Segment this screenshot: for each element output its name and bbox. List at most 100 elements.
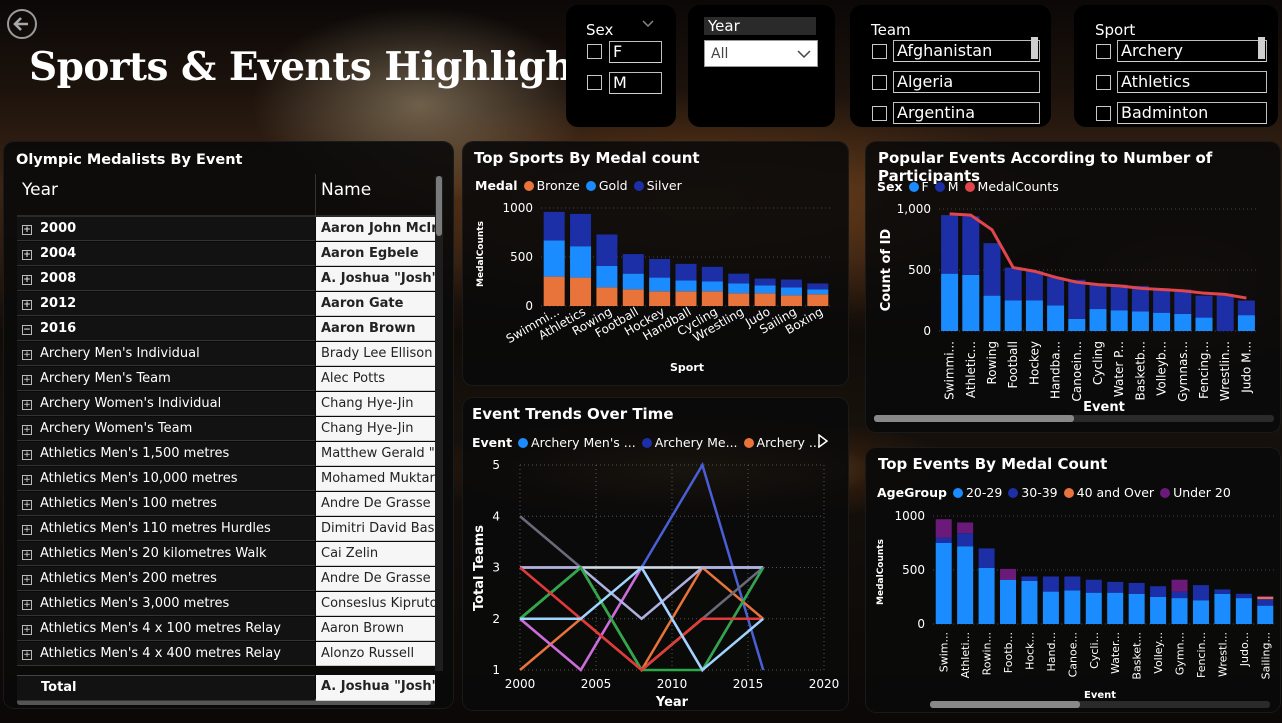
table-row[interactable]: + Archery Women's Individual Chang Hye-Jin [17,392,435,417]
expand-icon[interactable]: + [22,600,32,610]
bar-20-29 [1000,579,1017,624]
expand-icon[interactable]: + [22,475,32,485]
expand-icon[interactable]: + [22,550,32,560]
team-slicer[interactable]: Team Afghanistan Algeria Argentina [850,5,1051,127]
expand-icon[interactable]: + [22,650,32,660]
checkbox-m[interactable] [587,75,602,90]
y-tick-label: 500 [908,263,931,277]
y-tick-label: 1000 [894,509,925,523]
team-scrollbar[interactable] [1031,37,1038,59]
expand-icon[interactable]: + [22,400,32,410]
bar-f [1047,305,1065,331]
table-row[interactable]: + Athletics Men's 20 kilometres Walk Cai Z… [17,542,435,567]
y-tick-label: 1000 [502,201,533,215]
checkbox-f[interactable] [587,44,602,59]
bar-gold [754,285,776,294]
y-axis-label: Total Teams [472,525,487,611]
expand-icon[interactable]: + [22,625,32,635]
table-row[interactable]: +Athletics Men's 3,000 metres Steeplecha… [17,592,435,635]
table-row[interactable]: + Athletics Men's 10,000 metres Mohamed Mu… [17,467,435,492]
chevron-down-icon[interactable] [641,17,655,29]
bar-f [962,274,980,331]
table-row[interactable]: +2000 Aaron John McInt [17,217,435,242]
bar-30-39 [1128,582,1145,594]
popular-events-scrollbar[interactable] [874,415,1274,422]
team-slicer-label: Team [871,21,911,39]
option-archery[interactable]: Archery [1117,40,1267,62]
option-algeria[interactable]: Algeria [893,71,1040,93]
expand-icon[interactable]: + [22,450,32,460]
popular-events-legend: Sex F M MedalCounts [877,179,1059,194]
collapse-icon[interactable]: − [22,325,32,335]
bar-silver [728,273,750,284]
row-label-text: 2012 [40,296,77,311]
year-dropdown[interactable]: All [704,40,818,67]
expand-icon[interactable]: + [22,300,32,310]
checkbox-argentina[interactable] [872,106,887,121]
expand-icon[interactable]: + [22,250,32,260]
header-name[interactable]: Name [321,180,372,200]
table-row[interactable]: + Archery Men's Individual Brady Lee Ellis… [17,342,435,367]
option-f[interactable]: F [609,41,662,63]
table-row[interactable]: + Athletics Men's 1,500 metres Matthew Ger… [17,442,435,467]
bar-m [1004,267,1022,301]
option-argentina[interactable]: Argentina [893,102,1040,124]
row-label-text: Archery Women's Individual [40,396,222,411]
expand-icon[interactable]: + [22,425,32,435]
bar-f [1174,313,1192,331]
bar-20-29 [1192,600,1209,624]
table-horizontal-scrollbar[interactable] [17,699,435,705]
bar-gold [780,287,802,296]
checkbox-algeria[interactable] [872,75,887,90]
bar-f [1131,311,1149,331]
sex-slicer-label: Sex [586,21,614,39]
year-slicer[interactable]: Year All [688,5,835,127]
checkbox-archery[interactable] [1096,44,1111,59]
table-row[interactable]: + Athletics Men's 200 metres Andre De Gras… [17,567,435,592]
table-row[interactable]: +2012 Aaron Gate [17,292,435,317]
sex-slicer[interactable]: Sex F M [566,5,676,127]
option-afghanistan[interactable]: Afghanistan [893,40,1040,62]
table-vertical-scrollbar[interactable] [435,176,443,671]
legend-next-icon[interactable] [818,434,828,448]
expand-icon[interactable]: + [22,225,32,235]
table-row[interactable]: + Archery Men's Team Alec Potts [17,367,435,392]
row-name: Aaron John McInt [316,217,435,241]
expand-icon[interactable]: + [22,375,32,385]
event-trends-title: Event Trends Over Time [472,405,674,423]
year-slicer-label: Year [704,17,816,35]
bar-silver [754,278,776,286]
table-row[interactable]: +2004 Aaron Egbele [17,242,435,267]
table-row[interactable]: + Athletics Men's 100 metres Andre De Gras… [17,492,435,517]
expand-icon[interactable]: + [22,350,32,360]
row-label-text: Athletics Men's 100 metres [40,496,217,511]
x-tick-label: Handba... [1049,341,1063,399]
sport-slicer[interactable]: Sport Archery Athletics Badminton [1074,5,1278,127]
table-row[interactable]: + Athletics Men's 4 x 400 metres Relay Alo… [17,642,435,667]
table-row[interactable]: −2016 Aaron Brown [17,317,435,342]
x-axis-label: Event [1083,400,1125,415]
option-badminton[interactable]: Badminton [1117,102,1267,124]
back-button[interactable] [7,9,37,39]
expand-icon[interactable]: + [22,275,32,285]
table-row[interactable]: + Archery Women's Team Chang Hye-Jin [17,417,435,442]
top-events-scrollbar[interactable] [930,701,1270,708]
checkbox-afghanistan[interactable] [872,44,887,59]
checkbox-badminton[interactable] [1096,106,1111,121]
option-athletics[interactable]: Athletics [1117,71,1267,93]
bar-20-29 [1021,580,1038,624]
checkbox-athletics[interactable] [1096,75,1111,90]
sport-scrollbar[interactable] [1258,37,1265,59]
table-row[interactable]: + Athletics Men's 4 x 100 metres Relay Aar… [17,617,435,642]
header-year[interactable]: Year [22,180,58,200]
row-name: A. Joshua "Josh" W [316,267,435,291]
expand-icon[interactable]: + [22,500,32,510]
bar-20-29 [957,546,974,624]
expand-icon[interactable]: + [22,575,32,585]
y-tick-label: 0 [525,299,533,313]
bar-silver [780,279,802,288]
table-row[interactable]: + Athletics Men's 110 metres Hurdles Dimit… [17,517,435,542]
option-m[interactable]: M [609,72,662,94]
expand-icon[interactable]: + [22,525,32,535]
